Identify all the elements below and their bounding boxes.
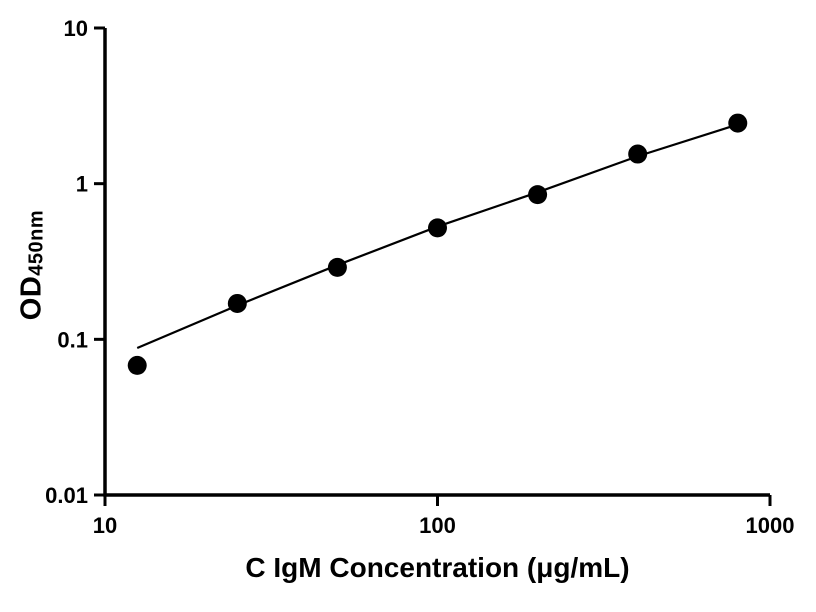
x-tick-label: 10: [93, 513, 117, 538]
y-tick-label: 10: [64, 16, 88, 41]
data-point: [428, 218, 447, 238]
data-point: [528, 185, 548, 205]
y-tick-label: 0.01: [45, 483, 88, 508]
x-axis-label: C IgM Concentration (μg/mL): [245, 552, 630, 583]
data-point: [127, 355, 147, 375]
data-point: [628, 144, 648, 164]
data-point: [327, 257, 347, 277]
axes-spine: [103, 28, 770, 497]
y-tick-label: 1: [76, 172, 88, 197]
x-tick-label: 1000: [746, 513, 795, 538]
x-tick-label: 100: [419, 513, 456, 538]
data-point: [227, 293, 247, 313]
y-tick-label: 0.1: [57, 327, 88, 352]
y-axis-label-main: OD: [15, 275, 48, 321]
y-axis-label-sub: 450nm: [25, 209, 48, 276]
data-point: [728, 113, 748, 133]
y-axis-label: OD450nm: [16, 210, 49, 320]
